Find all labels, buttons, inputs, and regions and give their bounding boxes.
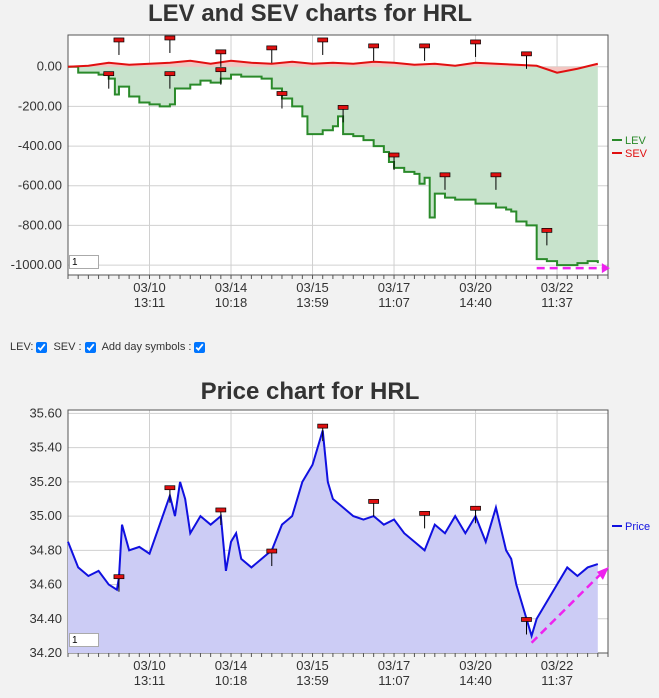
day-marker-flag xyxy=(276,91,288,96)
x-tick-date: 03/22 xyxy=(541,280,574,295)
day-marker-flag xyxy=(368,499,380,504)
lev-sev-chart: 0.00 -200.00 -400.00 -600.00 -800.00 -1000.00… xyxy=(11,34,648,310)
day-marker-flag xyxy=(368,43,380,49)
sev-checkbox-label: SEV : xyxy=(53,341,82,353)
legend-sev-label: SEV xyxy=(625,148,648,160)
day-marker-flag xyxy=(266,45,278,51)
y-tick-label: -200.00 xyxy=(18,98,62,113)
x-tick-time: 13:59 xyxy=(296,295,329,310)
lev-area xyxy=(68,66,598,266)
annotation-arrow xyxy=(530,569,605,644)
day-marker-flag xyxy=(164,35,176,41)
x-tick-time: 11:37 xyxy=(541,673,573,688)
y-tick-label: 35.20 xyxy=(29,474,62,489)
y-tick-label: -1000.00 xyxy=(11,257,62,272)
day-marker-flag xyxy=(215,507,227,513)
day-marker-flag xyxy=(521,51,532,57)
lev-sev-zoom-input[interactable]: 1 xyxy=(69,255,99,269)
day-marker-flag xyxy=(164,485,176,491)
legend-price-label: Price xyxy=(625,521,650,533)
day-marker-flag xyxy=(215,49,227,55)
y-tick-label: -600.00 xyxy=(18,178,62,193)
x-tick-date: 03/14 xyxy=(215,280,248,295)
y-tick-label: 34.40 xyxy=(29,611,62,626)
day-marker-flag xyxy=(164,71,176,77)
annotation-arrowhead xyxy=(601,263,610,274)
day-marker-flag xyxy=(317,37,329,43)
annotation-arrowhead xyxy=(596,566,609,580)
day-marker-flag xyxy=(337,105,349,110)
sev-checkbox[interactable] xyxy=(84,341,96,353)
plot-border xyxy=(67,34,609,276)
x-tick-time: 14:40 xyxy=(459,673,492,688)
day-symbols-checkbox[interactable] xyxy=(194,341,206,353)
x-tick-date: 03/20 xyxy=(459,658,492,673)
lev-checkbox-label: LEV: xyxy=(10,341,34,353)
y-tick-label: 34.20 xyxy=(29,645,62,660)
legend-lev-label: LEV xyxy=(625,135,646,147)
sev-area xyxy=(68,60,598,73)
day-marker-flag xyxy=(470,505,481,511)
x-tick-date: 03/22 xyxy=(541,658,574,673)
price-chart: 35.60 35.40 35.20 35.00 34.80 34.60 34.40 34.20… xyxy=(29,405,650,688)
sev-line xyxy=(67,59,599,74)
x-tick-date: 03/14 xyxy=(215,658,248,673)
x-tick-time: 11:07 xyxy=(378,673,410,688)
x-tick-time: 13:59 xyxy=(296,673,329,688)
day-marker-flag xyxy=(521,617,532,622)
lev-line xyxy=(68,65,599,267)
day-marker-flag xyxy=(103,71,115,77)
price-zoom-input[interactable]: 1 xyxy=(69,633,99,647)
chart-controls: LEV: SEV : Add day symbols : xyxy=(10,341,209,353)
x-tick-date: 03/10 xyxy=(133,658,166,673)
y-tick-label: 35.60 xyxy=(29,405,62,420)
price-chart-title: Price chart for HRL xyxy=(200,378,420,405)
x-tick-date: 03/10 xyxy=(133,280,166,295)
x-tick-time: 13:11 xyxy=(134,295,166,310)
y-tick-label: 34.60 xyxy=(29,577,62,592)
x-tick-time: 13:11 xyxy=(134,673,166,688)
x-tick-date: 03/20 xyxy=(459,280,492,295)
y-tick-label: 0.00 xyxy=(37,59,62,74)
day-marker-flag xyxy=(419,511,430,516)
x-tick-time: 11:37 xyxy=(541,295,573,310)
day-marker-flag xyxy=(388,152,400,158)
day-marker-flag xyxy=(317,423,329,429)
x-tick-date: 03/17 xyxy=(378,658,411,673)
x-tick-date: 03/17 xyxy=(378,280,411,295)
y-tick-label: -400.00 xyxy=(18,138,62,153)
y-tick-label: 35.00 xyxy=(29,508,62,523)
x-tick-date: 03/15 xyxy=(296,658,329,673)
day-marker-flag xyxy=(419,43,430,49)
y-tick-label: -800.00 xyxy=(18,217,62,232)
day-marker-flag xyxy=(113,574,125,580)
day-marker-flag xyxy=(490,172,502,178)
day-symbols-checkbox-label: Add day symbols : xyxy=(101,341,192,353)
x-tick-date: 03/15 xyxy=(296,280,329,295)
day-marker-flag xyxy=(113,37,125,43)
y-tick-label: 34.80 xyxy=(29,542,62,557)
x-tick-time: 14:40 xyxy=(459,295,492,310)
x-tick-time: 10:18 xyxy=(215,295,248,310)
day-marker-flag xyxy=(541,228,553,233)
x-tick-time: 11:07 xyxy=(378,295,410,310)
lev-sev-chart-title: LEV and SEV charts for HRL xyxy=(147,0,473,27)
day-marker-flag xyxy=(439,172,451,178)
x-tick-time: 10:18 xyxy=(215,673,248,688)
day-marker-flag xyxy=(215,67,227,73)
day-marker-flag xyxy=(266,548,278,554)
y-tick-label: 35.40 xyxy=(29,440,62,455)
day-marker-flag xyxy=(470,39,481,45)
lev-checkbox[interactable] xyxy=(36,341,48,353)
price-area xyxy=(68,430,598,653)
price-line xyxy=(67,430,599,640)
